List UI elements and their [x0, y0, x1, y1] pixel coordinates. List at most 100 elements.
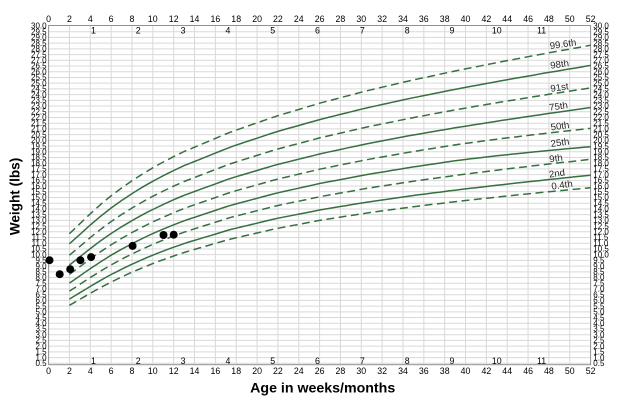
- svg-text:12.5: 12.5: [31, 222, 47, 231]
- svg-text:20.5: 20.5: [593, 130, 609, 139]
- svg-text:3.5: 3.5: [593, 325, 605, 334]
- svg-text:50th: 50th: [550, 120, 570, 133]
- svg-text:9.0: 9.0: [593, 262, 605, 271]
- svg-text:20: 20: [252, 14, 262, 24]
- svg-text:10.0: 10.0: [593, 250, 609, 259]
- svg-text:44: 44: [502, 14, 512, 24]
- svg-text:25.5: 25.5: [31, 73, 47, 82]
- svg-text:14: 14: [190, 366, 200, 376]
- svg-text:5: 5: [270, 356, 275, 366]
- svg-text:5.0: 5.0: [593, 308, 605, 317]
- svg-text:2.5: 2.5: [35, 336, 47, 345]
- svg-text:15.0: 15.0: [593, 193, 609, 202]
- svg-text:10.5: 10.5: [31, 245, 47, 254]
- svg-text:2nd: 2nd: [548, 167, 565, 180]
- svg-text:2: 2: [136, 356, 141, 366]
- svg-text:22: 22: [273, 14, 283, 24]
- svg-text:Weight (lbs): Weight (lbs): [8, 158, 23, 236]
- svg-text:28: 28: [336, 366, 346, 376]
- svg-text:3: 3: [181, 356, 186, 366]
- svg-text:6: 6: [315, 25, 320, 35]
- svg-text:5: 5: [270, 25, 275, 35]
- svg-text:2: 2: [67, 14, 72, 24]
- svg-text:1.5: 1.5: [593, 348, 605, 357]
- svg-text:28.5: 28.5: [593, 39, 609, 48]
- svg-text:30.0: 30.0: [593, 22, 609, 31]
- svg-text:16.0: 16.0: [31, 182, 47, 191]
- svg-text:22.5: 22.5: [593, 108, 609, 117]
- svg-text:22.0: 22.0: [31, 113, 47, 122]
- svg-text:9.5: 9.5: [35, 256, 47, 265]
- svg-text:24: 24: [294, 366, 304, 376]
- svg-text:22: 22: [273, 366, 283, 376]
- svg-text:12: 12: [169, 366, 179, 376]
- svg-text:22.5: 22.5: [31, 108, 47, 117]
- svg-text:10: 10: [492, 25, 502, 35]
- svg-text:8: 8: [405, 25, 410, 35]
- svg-text:21.0: 21.0: [593, 125, 609, 134]
- svg-text:3.0: 3.0: [593, 330, 605, 339]
- svg-text:7: 7: [360, 25, 365, 35]
- svg-text:32: 32: [377, 14, 387, 24]
- svg-text:40: 40: [461, 366, 471, 376]
- svg-text:10: 10: [492, 356, 502, 366]
- svg-text:29.5: 29.5: [593, 27, 609, 36]
- svg-text:5.5: 5.5: [593, 302, 605, 311]
- svg-text:46: 46: [523, 14, 533, 24]
- svg-text:75th: 75th: [549, 100, 569, 113]
- svg-text:12: 12: [169, 14, 179, 24]
- svg-text:44: 44: [502, 366, 512, 376]
- svg-text:11: 11: [537, 25, 546, 35]
- svg-text:29.0: 29.0: [31, 33, 47, 42]
- svg-text:28.0: 28.0: [593, 45, 609, 54]
- svg-text:27.0: 27.0: [31, 56, 47, 65]
- svg-text:19.5: 19.5: [31, 142, 47, 151]
- svg-text:3.0: 3.0: [35, 330, 47, 339]
- svg-text:12.0: 12.0: [31, 228, 47, 237]
- svg-text:29.0: 29.0: [593, 33, 609, 42]
- svg-text:8: 8: [130, 366, 135, 376]
- svg-text:4: 4: [88, 366, 93, 376]
- svg-text:34: 34: [398, 366, 408, 376]
- svg-text:2: 2: [67, 366, 72, 376]
- svg-text:9.0: 9.0: [35, 262, 47, 271]
- svg-text:20: 20: [252, 366, 262, 376]
- svg-text:6: 6: [315, 356, 320, 366]
- svg-text:12.5: 12.5: [593, 222, 609, 231]
- svg-text:14.0: 14.0: [593, 205, 609, 214]
- svg-text:6.0: 6.0: [593, 296, 605, 305]
- svg-text:27.0: 27.0: [593, 56, 609, 65]
- svg-text:6: 6: [109, 14, 114, 24]
- svg-text:14: 14: [190, 14, 200, 24]
- svg-text:21.5: 21.5: [31, 119, 47, 128]
- svg-text:16.5: 16.5: [593, 176, 609, 185]
- svg-text:18.0: 18.0: [593, 159, 609, 168]
- svg-text:17.0: 17.0: [593, 170, 609, 179]
- svg-text:16.5: 16.5: [31, 176, 47, 185]
- svg-text:23.0: 23.0: [31, 102, 47, 111]
- svg-text:10.0: 10.0: [31, 250, 47, 259]
- svg-text:26.5: 26.5: [31, 62, 47, 71]
- svg-text:26: 26: [315, 14, 325, 24]
- svg-text:0.5: 0.5: [35, 359, 47, 368]
- svg-text:4.5: 4.5: [593, 313, 605, 322]
- svg-text:Age in weeks/months: Age in weeks/months: [250, 380, 395, 396]
- svg-text:1: 1: [91, 356, 96, 366]
- svg-text:2.0: 2.0: [35, 342, 47, 351]
- svg-text:1.0: 1.0: [593, 353, 605, 362]
- svg-text:42: 42: [482, 14, 492, 24]
- svg-text:18: 18: [231, 14, 241, 24]
- svg-text:4: 4: [88, 14, 93, 24]
- svg-text:8.5: 8.5: [593, 268, 605, 277]
- svg-text:24.5: 24.5: [593, 85, 609, 94]
- svg-text:5.0: 5.0: [35, 308, 47, 317]
- svg-text:13.5: 13.5: [31, 210, 47, 219]
- svg-text:2.0: 2.0: [593, 342, 605, 351]
- svg-text:36: 36: [419, 366, 429, 376]
- svg-text:16: 16: [211, 366, 221, 376]
- svg-text:9.5: 9.5: [593, 256, 605, 265]
- svg-text:27.5: 27.5: [593, 50, 609, 59]
- svg-text:25.0: 25.0: [31, 79, 47, 88]
- svg-text:21.0: 21.0: [31, 125, 47, 134]
- svg-text:12.0: 12.0: [593, 228, 609, 237]
